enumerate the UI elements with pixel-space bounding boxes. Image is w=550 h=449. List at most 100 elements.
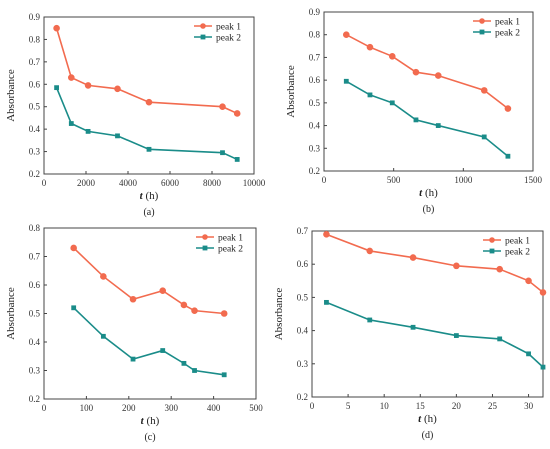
y-axis-title: Absorbance (285, 65, 297, 118)
x-tick-label: 1000 (454, 175, 473, 185)
y-axis-title: Absorbance (5, 69, 17, 122)
y-tick-label: 0.6 (309, 75, 321, 85)
data-point-peak2 (540, 364, 546, 370)
x-tick-label: 400 (207, 403, 221, 413)
data-point-peak1 (53, 24, 60, 32)
y-tick-label: 0.2 (29, 169, 40, 179)
x-tick-label: 5 (346, 401, 351, 411)
y-tick-label: 0.7 (29, 57, 41, 67)
x-tick-label: 0 (322, 175, 327, 185)
data-point-peak1 (233, 110, 241, 117)
data-point-peak1 (159, 287, 167, 295)
legend-label: peak 1 (218, 233, 243, 243)
panel-label: (b) (423, 204, 435, 215)
data-point-peak1 (84, 82, 92, 89)
x-tick-label: 200 (122, 403, 136, 413)
y-tick-label: 0.6 (29, 79, 41, 89)
legend-label: peak 1 (495, 17, 520, 27)
data-point-peak1 (453, 262, 460, 270)
data-point-peak1 (100, 273, 107, 280)
data-point-peak2 (324, 299, 329, 305)
data-point-peak1 (480, 87, 488, 94)
y-tick-label: 0.7 (297, 226, 309, 236)
data-point-peak2 (85, 128, 91, 134)
legend-marker (202, 245, 208, 251)
y-tick-label: 0.5 (297, 292, 309, 302)
data-point-peak2 (54, 85, 59, 91)
data-point-peak2 (435, 123, 441, 128)
x-axis-title: t (h) (419, 187, 438, 199)
chart-panel-4: 0 5 10 15 20 25 30 0.2 0.3 0.4 0.5 0.6 0.7 t (h) Absor… (273, 226, 547, 441)
data-point-peak1 (409, 254, 417, 261)
data-point-peak1 (434, 72, 442, 79)
chart-panel-3: 0 100 200 300 400 500 0.2 0.3 0.4 0.5 0.6 0.7 0.8 t (… (5, 223, 263, 443)
data-point-peak1 (342, 31, 350, 39)
y-tick-label: 0.6 (29, 280, 41, 290)
x-axis-title: t (h) (140, 190, 159, 202)
data-point-peak2 (505, 153, 511, 159)
legend-marker (479, 29, 485, 35)
data-point-peak2 (410, 324, 416, 330)
y-tick-label: 0.6 (297, 259, 309, 269)
data-point-peak2 (181, 360, 187, 366)
data-point-peak2 (146, 146, 152, 152)
y-tick-label: 0.2 (29, 394, 40, 404)
data-point-peak1 (323, 231, 330, 238)
plot-frame (311, 230, 544, 398)
y-tick-label: 0.5 (29, 309, 41, 319)
y-tick-label: 0.4 (29, 124, 41, 134)
x-tick-label: 25 (488, 401, 498, 411)
data-point-peak1 (496, 265, 503, 273)
x-tick-label: 100 (80, 403, 94, 413)
data-point-peak2 (130, 356, 136, 362)
data-point-peak2 (481, 134, 487, 140)
panel-label: (d) (422, 430, 434, 441)
data-point-peak2 (160, 348, 166, 353)
y-tick-label: 0.8 (29, 34, 41, 44)
panel-label: (a) (143, 207, 154, 218)
x-tick-label: 300 (164, 403, 178, 413)
x-tick-label: 10 (380, 401, 390, 411)
y-tick-label: 0.2 (309, 166, 320, 176)
y-tick-label: 0.5 (29, 102, 41, 112)
x-tick-label: 10000 (243, 178, 266, 188)
x-tick-label: 500 (249, 403, 263, 413)
y-tick-label: 0.8 (29, 223, 41, 233)
x-tick-label: 2000 (77, 178, 96, 188)
legend-label: peak 1 (505, 236, 530, 246)
x-tick-label: 0 (42, 403, 47, 413)
x-tick-label: 0 (310, 401, 315, 411)
series-line-peak1 (73, 247, 225, 315)
legend-marker (479, 18, 485, 24)
x-tick-label: 6000 (161, 178, 180, 188)
data-point-peak2 (497, 336, 503, 342)
y-tick-label: 0.9 (309, 7, 321, 17)
y-axis-title: Absorbance (273, 288, 285, 341)
y-tick-label: 0.2 (297, 392, 308, 402)
y-tick-label: 0.4 (309, 121, 321, 131)
data-point-peak2 (221, 372, 227, 378)
legend-label: peak 2 (505, 247, 530, 257)
legend-marker (489, 248, 495, 254)
x-tick-label: 15 (416, 401, 426, 411)
data-point-peak1 (366, 247, 374, 255)
x-tick-label: 8000 (203, 178, 222, 188)
legend-label: peak 2 (495, 28, 520, 38)
legend-marker (202, 234, 208, 240)
x-tick-label: 0 (42, 178, 47, 188)
data-point-peak1 (145, 98, 153, 106)
legend-label: peak 2 (218, 244, 243, 254)
data-point-peak1 (191, 307, 198, 314)
data-point-peak2 (413, 117, 419, 123)
series-line-peak2 (73, 307, 225, 376)
x-axis-title: t (h) (418, 413, 437, 425)
data-point-peak2 (192, 368, 197, 373)
data-point-peak1 (219, 103, 226, 111)
legend-marker (200, 23, 206, 29)
x-tick-label: 30 (524, 401, 534, 411)
data-point-peak2 (367, 317, 373, 323)
